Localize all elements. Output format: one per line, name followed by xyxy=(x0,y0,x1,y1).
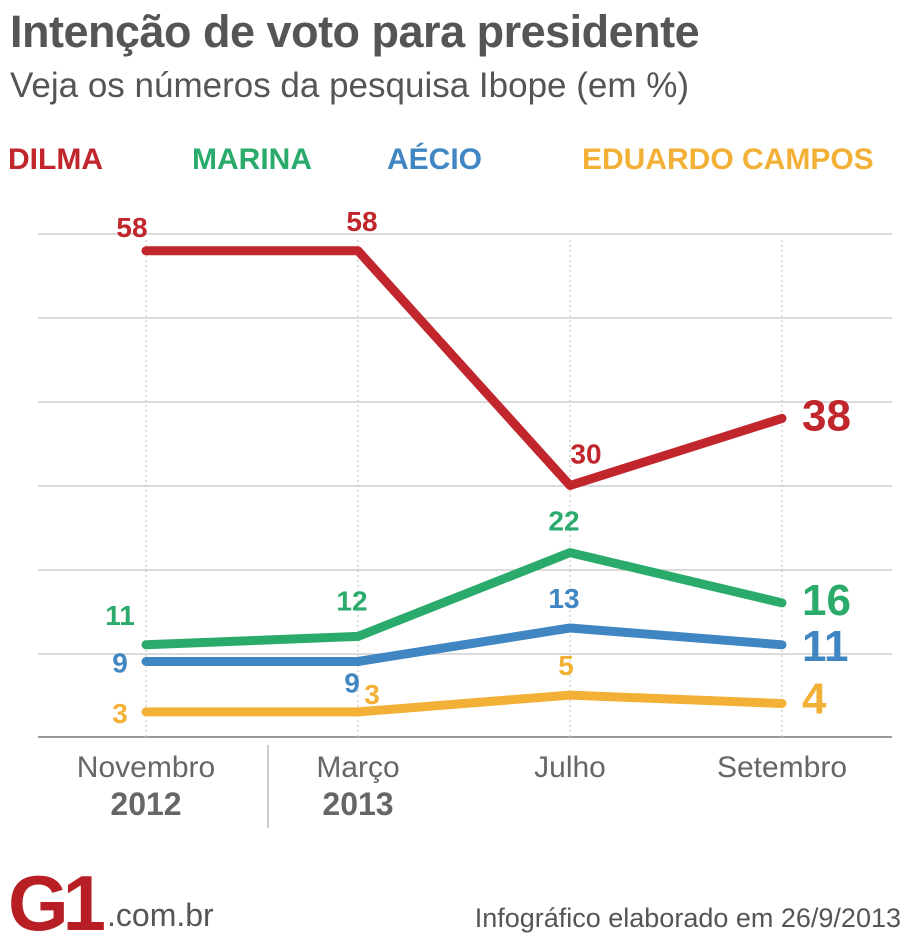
data-label: 5 xyxy=(558,650,574,681)
data-label: 58 xyxy=(116,212,147,243)
data-label: 4 xyxy=(802,674,827,723)
x-tick-label: Novembro xyxy=(77,751,215,784)
data-label: 12 xyxy=(336,585,367,616)
data-label: 58 xyxy=(346,206,377,237)
legend-aecio: AÉCIO xyxy=(387,143,483,176)
legend-eduardo-campos: EDUARDO CAMPOS xyxy=(582,143,874,176)
line-chart: Novembro Março Julho Setembro 2012 2013 58 58 30… xyxy=(38,206,892,828)
series-line-0 xyxy=(141,246,787,490)
data-label: 3 xyxy=(112,698,128,729)
series-line-2 xyxy=(141,623,787,666)
legend-marina: MARINA xyxy=(192,143,312,176)
g1-logo: G1 xyxy=(8,868,106,936)
year-label: 2012 xyxy=(110,786,181,822)
x-tick-label: Julho xyxy=(534,751,606,784)
series-line-1 xyxy=(141,548,787,650)
x-tick-label: Março xyxy=(316,751,399,784)
data-label: 11 xyxy=(105,600,135,631)
data-label: 11 xyxy=(802,622,849,671)
series-line-3 xyxy=(141,690,787,717)
data-label: 13 xyxy=(548,583,579,614)
chart-title: Intenção de voto para presidente xyxy=(10,6,700,57)
credit-note: Infográfico elaborado em 26/9/2013 xyxy=(474,903,901,933)
x-tick-label: Setembro xyxy=(717,751,847,784)
year-label: 2013 xyxy=(322,786,393,822)
chart-subtitle: Veja os números da pesquisa Ibope (em %) xyxy=(10,66,689,105)
data-label: 22 xyxy=(548,506,579,537)
g1-logo-text: G1 xyxy=(8,868,105,936)
data-label: 30 xyxy=(570,439,601,470)
logo-domain: .com.br xyxy=(107,897,214,933)
data-label: 38 xyxy=(802,391,851,440)
data-label: 9 xyxy=(344,668,360,699)
data-label: 9 xyxy=(112,648,128,679)
data-label: 3 xyxy=(364,679,380,710)
data-label: 16 xyxy=(802,576,851,625)
legend-dilma: DILMA xyxy=(8,143,103,176)
